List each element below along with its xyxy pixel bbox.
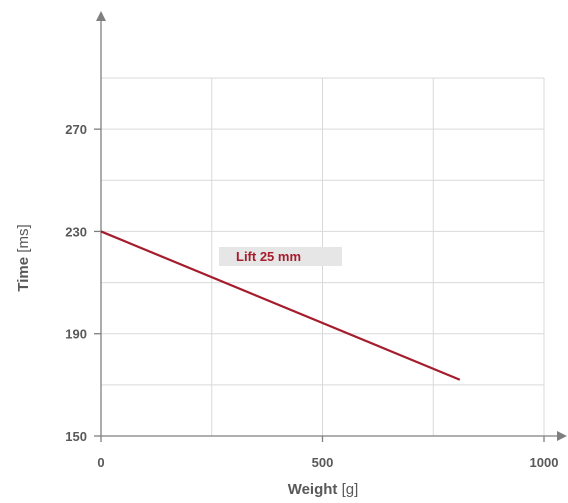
- axes: [96, 11, 567, 441]
- y-tick-label: 190: [65, 327, 87, 342]
- x-tick-label: 500: [312, 455, 334, 470]
- annotations: Lift 25 mm: [219, 247, 342, 266]
- y-tick-label: 150: [65, 429, 87, 444]
- x-axis-arrow: [557, 431, 567, 441]
- annotation-label: Lift 25 mm: [236, 249, 301, 264]
- series: [100, 230, 461, 381]
- x-axis-title: Weight [g]: [288, 481, 359, 498]
- grid: [101, 77, 545, 436]
- y-tick-label: 230: [65, 224, 87, 239]
- x-axis-title-unit: [g]: [342, 481, 359, 498]
- y-axis-title: Time [ms]: [15, 224, 32, 291]
- x-axis-title-name: Weight: [288, 481, 338, 498]
- y-tick-label: 270: [65, 122, 87, 137]
- y-axis-arrow: [96, 11, 106, 21]
- annotation-background: [219, 247, 342, 266]
- series-line: [100, 230, 461, 381]
- x-tick-label: 0: [97, 455, 104, 470]
- x-tick-label: 1000: [530, 455, 559, 470]
- y-axis-title-name: Time: [15, 257, 32, 292]
- y-axis-title-unit: [ms]: [15, 224, 32, 252]
- tick-labels: 0 500 1000 150 190 230 270: [65, 122, 558, 470]
